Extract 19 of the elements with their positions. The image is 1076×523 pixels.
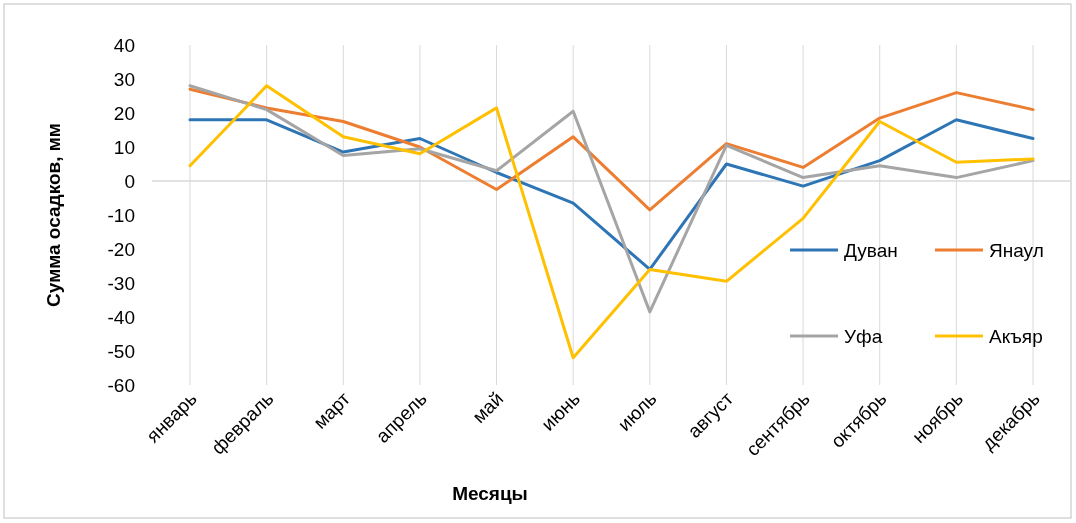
y-tick-label: -10 xyxy=(107,204,135,226)
legend-label: Янаул xyxy=(989,239,1044,261)
y-tick-label: 10 xyxy=(113,136,135,158)
y-axis-title: Сумма осадков, мм xyxy=(43,123,64,307)
y-tick-label: -60 xyxy=(107,374,135,396)
x-tick-label: май xyxy=(468,387,508,428)
y-tick-label: 20 xyxy=(113,102,135,124)
y-tick-label: -50 xyxy=(107,340,135,362)
legend-label: Дуван xyxy=(844,239,898,261)
x-axis-title: Месяцы xyxy=(452,483,528,504)
y-tick-label: 40 xyxy=(113,34,135,56)
y-tick-label: 0 xyxy=(124,170,135,192)
line-series xyxy=(188,87,1035,212)
y-tick-label: -40 xyxy=(107,306,135,328)
y-tick-label: 30 xyxy=(113,68,135,90)
legend-label: Уфа xyxy=(844,325,883,347)
y-tick-label: -30 xyxy=(107,272,135,294)
legend-label: Акъяр xyxy=(989,325,1043,347)
y-tick-label: -20 xyxy=(107,238,135,260)
